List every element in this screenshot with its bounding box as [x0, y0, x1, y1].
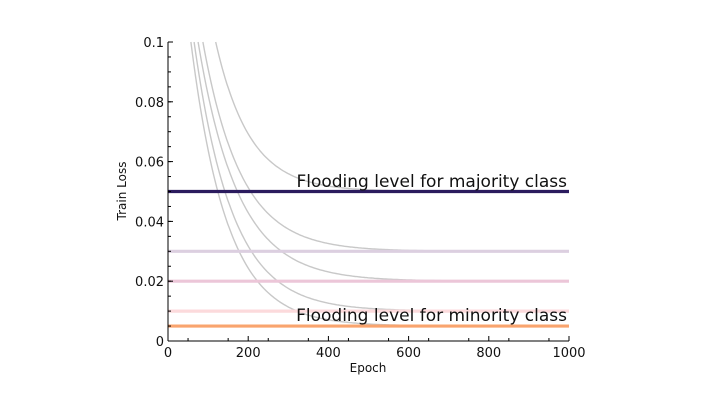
- y-tick-label: 0.06: [135, 156, 164, 171]
- y-tick-label: 0: [156, 335, 164, 350]
- majority-flood-label: Flooding level for majority class: [296, 172, 567, 192]
- y-tick-label: 0.08: [135, 96, 164, 111]
- axes: 0 200 400 600 800 1000 0 0.02 0.04 0.06 0.08 0.1: [135, 36, 586, 361]
- loss-curve-0: [215, 41, 569, 193]
- loss-curve-1: [202, 41, 569, 252]
- x-tick-label: 800: [476, 346, 501, 361]
- minority-flood-label: Flooding level for minority class: [296, 306, 567, 326]
- x-tick-label: 1000: [552, 346, 585, 361]
- y-axis-label: Train Loss: [115, 162, 129, 222]
- y-tick-label: 0.04: [135, 215, 164, 230]
- y-tick-label: 0.02: [135, 275, 164, 290]
- x-tick-label: 200: [236, 346, 261, 361]
- x-tick-label: 0: [164, 346, 172, 361]
- x-tick-label: 400: [316, 346, 341, 361]
- loss-curve-2: [197, 41, 569, 282]
- y-tick-label: 0.1: [143, 36, 164, 51]
- x-axis-label: Epoch: [350, 361, 387, 375]
- x-tick-label: 600: [396, 346, 421, 361]
- flooding-levels: [168, 189, 569, 328]
